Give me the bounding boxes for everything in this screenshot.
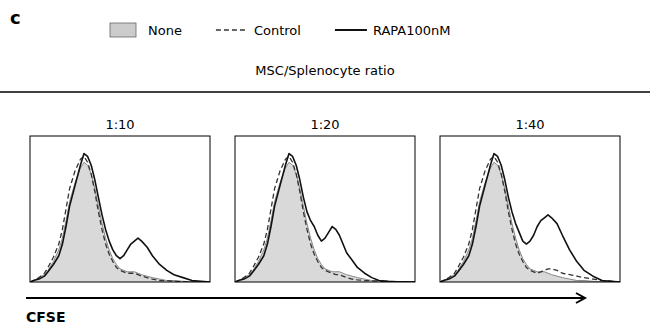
line: RAPA100nM	[440, 154, 620, 282]
area: None	[235, 162, 415, 282]
frame	[440, 136, 620, 282]
arrow-head	[576, 293, 585, 303]
arrow-shaft	[26, 297, 583, 299]
line: Control	[30, 156, 210, 282]
line: Control	[235, 156, 415, 282]
plot-area: NoneControlRAPA100nM	[30, 154, 210, 282]
legend: None Control RAPA100nM	[110, 23, 451, 38]
area: None	[30, 162, 210, 282]
panel-title: 1:40	[515, 117, 544, 132]
figure-label: c	[10, 7, 21, 28]
frame	[235, 136, 415, 282]
area-outline	[30, 162, 210, 282]
legend-swatch	[110, 23, 136, 37]
panel-title: 1:10	[105, 117, 134, 132]
background	[0, 0, 650, 330]
panel: NoneControlRAPA100nM 1:40	[440, 117, 620, 282]
legend-label: Control	[254, 23, 301, 38]
area: None	[440, 162, 620, 282]
frame	[30, 136, 210, 282]
panel: NoneControlRAPA100nM 1:10	[30, 117, 210, 282]
header-rule	[0, 91, 650, 93]
line: RAPA100nM	[30, 154, 210, 282]
legend-swatch	[335, 29, 367, 31]
legend-swatch	[216, 29, 248, 31]
axis-arrow	[26, 293, 585, 303]
line: RAPA100nM	[235, 154, 415, 282]
panel-title: 1:20	[310, 117, 339, 132]
figure: cNoneControlRAPA100nMMSC/Splenocyte rati…	[0, 0, 650, 330]
area-outline	[235, 162, 415, 282]
panel: NoneControlRAPA100nM 1:20	[235, 117, 415, 282]
line: Control	[440, 156, 620, 282]
area-outline	[440, 162, 620, 282]
legend-label: RAPA100nM	[373, 23, 451, 38]
subtitle: MSC/Splenocyte ratio	[255, 63, 394, 78]
axis-label: CFSE	[26, 309, 65, 325]
plot-area: NoneControlRAPA100nM	[235, 154, 415, 282]
plot-area: NoneControlRAPA100nM	[440, 154, 620, 282]
legend-label: None	[148, 23, 182, 38]
